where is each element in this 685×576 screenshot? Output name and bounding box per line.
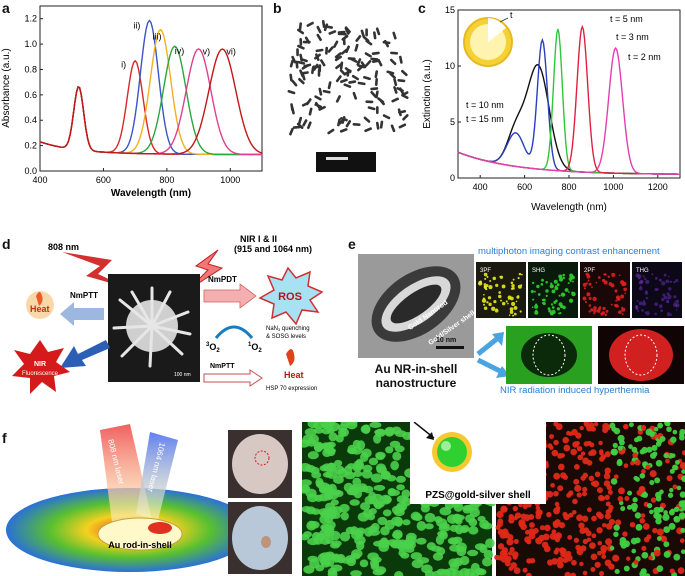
y-tick-label: 1.0 [24,39,37,49]
svg-text:& SOSG levels: & SOSG levels [266,334,306,340]
nmptt-label: NmPTT [70,291,98,300]
arrow-icon [203,369,263,387]
x-axis-label: Wavelength (nm) [531,202,607,213]
panel-letter-f: f [2,430,7,446]
svg-text:(915 and 1064 nm): (915 and 1064 nm) [234,244,312,254]
svg-text:3PF: 3PF [480,268,491,274]
mouse-photos [228,430,292,574]
svg-text:Fluorescence: Fluorescence [22,371,59,377]
y-tick-label: 0.0 [24,166,37,176]
y-axis-label: Extinction (a.u.) [422,59,433,128]
y-tick-label: 15 [445,5,455,15]
scale-label: 10 nm [436,337,456,344]
y-tick-label: 0.2 [24,141,37,151]
series-line [39,48,263,156]
x-axis-label: Wavelength (nm) [111,188,191,199]
tem-nanorod: Gold Nanorod Gold/Silver shell 10 nm [358,254,474,358]
series-label: ii) [133,21,140,31]
x-tick-label: 600 [96,175,111,185]
y-tick-label: 5 [450,117,455,127]
series-label: iv) [175,46,185,56]
svg-text:1O2: 1O2 [248,342,262,354]
series-label: t = 10 nm [466,100,504,110]
phototherapy-schematic: 100 nm Heat NmPTT NIR Fluorescence NIR I… [12,234,324,394]
y-tick-label: 0.6 [24,90,37,100]
laser-irradiation-schematic: 808 nm laser 1064 nm laser Au rod-in-she… [6,424,254,572]
scale-label: 100 nm [174,372,191,378]
y-axis-label: Absorbance (a.u.) [1,48,12,128]
panel-letter-e: e [348,236,356,252]
series-label: v) [203,47,211,57]
nmpdt-label: NmPDT [208,275,237,284]
x-tick-label: 1000 [603,182,623,192]
laser-label: 808 nm [48,242,79,252]
series-line [457,46,681,175]
laser-bolt-icon [62,252,128,288]
y-tick-label: 10 [445,61,455,71]
series-label: vi) [226,47,236,57]
core-shell-inset: t [463,10,513,67]
x-tick-label: 600 [517,182,532,192]
arrow-icon [60,340,110,368]
arrow-icon [203,283,257,309]
tem-micrograph [276,14,416,184]
flame-icon [286,349,295,366]
pzs-label: PZS@gold-silver shell [425,490,531,501]
x-tick-label: 1000 [220,175,240,185]
y-tick-label: 0.8 [24,64,37,74]
series-line [39,19,263,156]
svg-text:NIR: NIR [34,361,46,368]
ros-burst-icon [258,266,324,326]
series-label: t = 3 nm [616,32,649,42]
svg-text:3O2: 3O2 [206,342,220,354]
y-tick-label: 0.4 [24,115,37,125]
nanostructure-title: Au NR-in-shell nanostructure [374,362,458,390]
x-tick-label: 800 [159,175,174,185]
heat-label: Heat [30,304,50,314]
x-tick-label: 400 [32,175,47,185]
y-tick-label: 0 [450,173,455,183]
extinction-chart: 0 5 10 15 400 600 800 1000 1200 Wavelength (nm)… [422,5,681,213]
arrow-icon [60,302,104,326]
multiphoton-caption: multiphoton imaging contrast enhancement [478,246,660,257]
scale-bar-box [316,152,376,172]
flame-icon [36,292,43,306]
cell-images: PZS@gold-silver shell [302,422,685,576]
svg-text:NaN3 quenching: NaN3 quenching [266,326,310,332]
nir-label: NIR I & II [240,234,277,244]
panel-letter-a: a [2,0,10,16]
arrow-icon [214,325,254,339]
multiphoton-tiles: 3PF SHG 2PF THG [476,262,682,318]
panel-letter-c: c [418,0,426,16]
heat2-label: Heat [284,370,304,380]
series-label: t = 2 nm [628,52,661,62]
hyperthermia-caption: NIR radiation induced hyperthermia [500,385,650,396]
svg-text:THG: THG [636,268,649,274]
laser-beam [136,432,178,520]
panel-letter-d: d [2,236,11,252]
x-tick-label: 800 [561,182,576,192]
series-label: t = 5 nm [610,14,643,24]
svg-text:SHG: SHG [532,268,545,274]
nmptt2-label: NmPTT [210,363,235,370]
fluorescence-star-icon [12,340,70,394]
series-label: t = 15 nm [466,114,504,124]
svg-text:2PF: 2PF [584,268,595,274]
series-label: i) [121,59,126,69]
hsp-label: HSP 70 expression [266,386,317,392]
ros-label: ROS [278,291,302,303]
series-label: iii) [153,32,162,42]
inset-label: t [510,10,513,20]
absorbance-chart: 0.0 0.2 0.4 0.6 0.8 1.0 1.2 400 600 800 1000 Wave… [1,5,263,199]
y-tick-label: 1.2 [24,14,37,24]
rod-label: Au rod-in-shell [108,540,172,550]
x-tick-label: 1200 [648,182,668,192]
x-tick-label: 400 [473,182,488,192]
series-line [39,48,263,155]
hyperthermia-images [506,326,684,384]
panel-letter-b: b [273,0,282,16]
